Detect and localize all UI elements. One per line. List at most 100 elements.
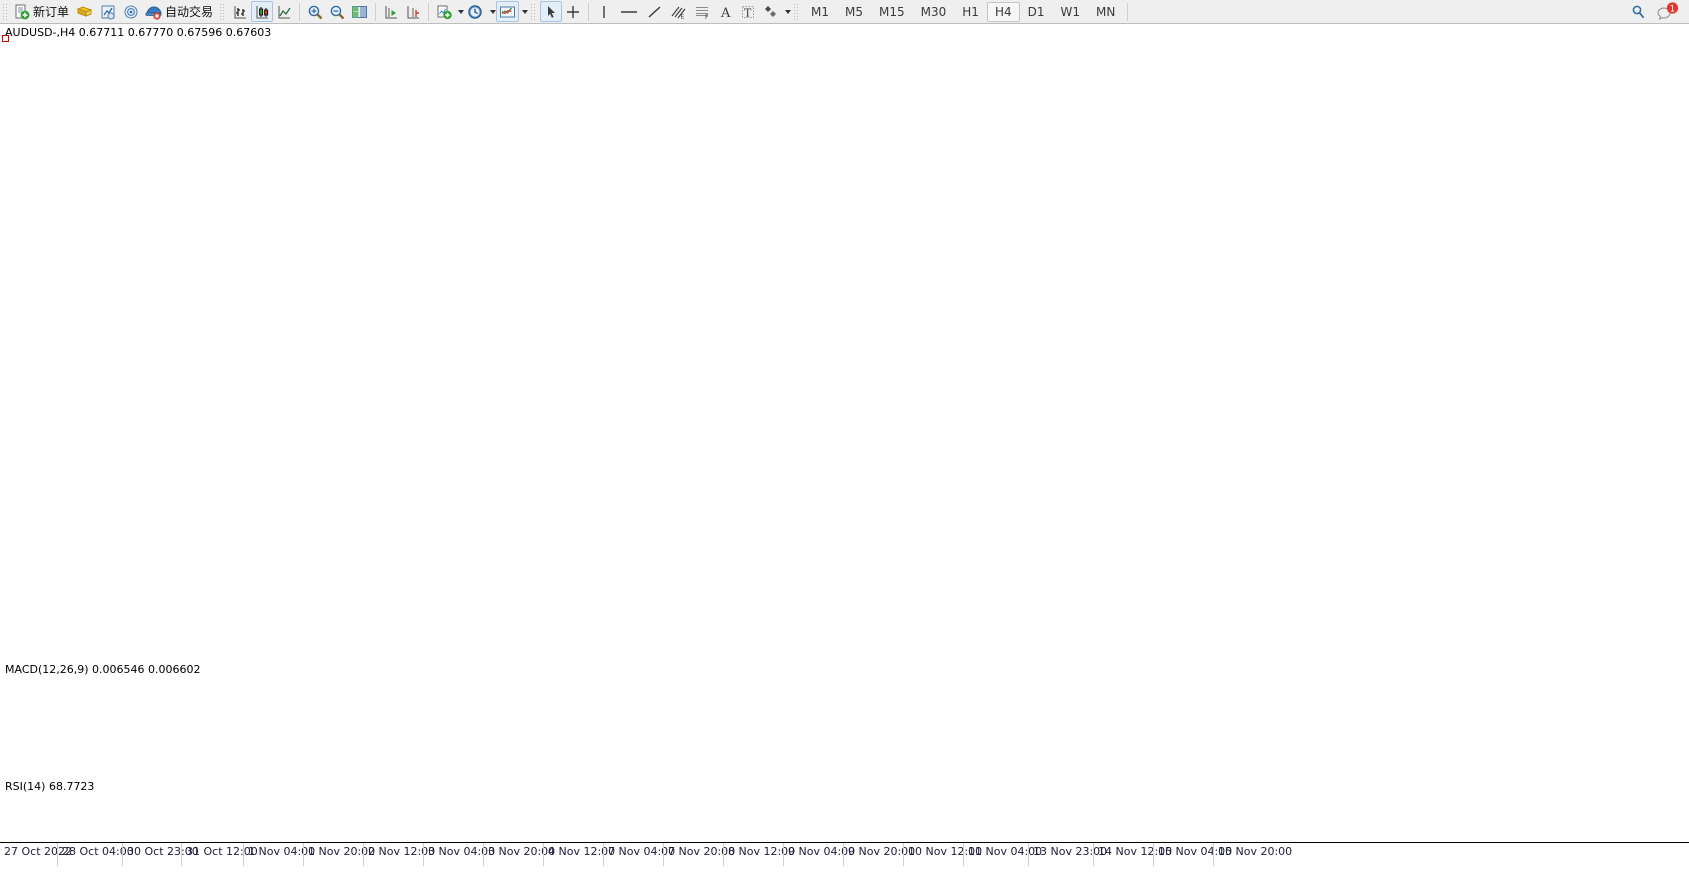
- line-chart-button[interactable]: [273, 1, 295, 22]
- timeframe-m1[interactable]: M1: [811, 4, 830, 19]
- time-separator: [1028, 843, 1029, 866]
- time-tick-label: 2 Nov 12:00: [368, 845, 436, 858]
- autotrading-button[interactable]: 自动交易: [143, 1, 217, 22]
- crosshair-button[interactable]: [562, 1, 584, 22]
- svg-text:T: T: [744, 6, 752, 19]
- autotrading-label: 自动交易: [165, 5, 214, 19]
- time-separator: [57, 843, 58, 866]
- zoom-in-icon: [308, 5, 323, 19]
- indicators-chevron-down-icon[interactable]: [458, 9, 465, 14]
- notification-icon: 1: [1657, 1, 1679, 20]
- shapes-button[interactable]: [759, 1, 782, 22]
- toolbar-separator-3: [428, 2, 430, 21]
- time-separator: [663, 843, 664, 866]
- autotrading-icon: [145, 5, 162, 20]
- period-chevron-down-icon[interactable]: [490, 9, 497, 14]
- notification-button[interactable]: 1: [1651, 1, 1683, 22]
- time-tick-label: 7 Nov 04:00: [608, 845, 676, 858]
- indicators-icon: [437, 5, 452, 19]
- crosshair-icon: [567, 5, 580, 18]
- profiles-icon: [76, 5, 93, 17]
- horizontal-line-icon: [621, 10, 638, 13]
- timeframe-m15[interactable]: M15: [879, 4, 905, 19]
- time-tick-label: 1 Nov 20:00: [308, 845, 376, 858]
- vertical-line-button[interactable]: [593, 1, 615, 22]
- zoom-out-button[interactable]: [326, 1, 348, 22]
- text-label-icon: T: [742, 5, 755, 19]
- timeframe-mn[interactable]: MN: [1096, 4, 1116, 19]
- cursor-button[interactable]: [540, 1, 563, 22]
- toolbar-grip-3[interactable]: [530, 2, 538, 21]
- time-separator: [543, 843, 544, 866]
- zoom-out-icon: [330, 5, 345, 19]
- time-separator: [303, 843, 304, 866]
- timeframe-h4[interactable]: H4: [986, 1, 1020, 22]
- market-watch-icon: [101, 5, 115, 19]
- chart-shift-button[interactable]: [402, 1, 424, 22]
- time-separator: [483, 843, 484, 866]
- time-separator: [903, 843, 904, 866]
- time-separator: [783, 843, 784, 866]
- time-tick-label: 31 Oct 12:00: [186, 845, 258, 858]
- horizontal-line-button[interactable]: [615, 1, 643, 22]
- equidistant-channel-button[interactable]: E: [667, 1, 691, 22]
- shapes-chevron-down-icon[interactable]: [785, 9, 792, 14]
- candlestick-chart-button[interactable]: [251, 1, 274, 22]
- text-icon: A: [720, 6, 731, 21]
- time-tick-label: 28 Oct 04:00: [62, 845, 134, 858]
- time-tick-label: 3 Nov 04:00: [428, 845, 496, 858]
- trendline-button[interactable]: [643, 1, 667, 22]
- zoom-in-button[interactable]: [304, 1, 326, 22]
- chart-shift-icon: [407, 5, 420, 18]
- timeframe-m30[interactable]: M30: [920, 4, 947, 19]
- shapes-icon: [765, 5, 777, 17]
- toolbar-separator-4: [588, 2, 590, 21]
- ohlc-anchor-handle[interactable]: [2, 35, 9, 42]
- time-separator: [1153, 843, 1154, 866]
- trendline-icon: [648, 5, 661, 18]
- time-separator: [243, 843, 244, 866]
- fibonacci-button[interactable]: F: [691, 1, 715, 22]
- text-label-button[interactable]: T: [737, 1, 759, 22]
- bar-chart-button[interactable]: [229, 1, 251, 22]
- toolbar-grip[interactable]: [2, 2, 9, 21]
- timeframe-m5[interactable]: M5: [845, 4, 864, 19]
- toolbar-separator-2: [375, 2, 377, 21]
- autoscroll-icon: [385, 5, 398, 18]
- timeframe-d1[interactable]: D1: [1027, 4, 1045, 19]
- time-tick-label: 8 Nov 12:00: [728, 845, 796, 858]
- time-separator: [603, 843, 604, 866]
- profiles-button[interactable]: [73, 1, 97, 22]
- chart-panes[interactable]: AUDUSD-,H4 0.67711 0.67770 0.67596 0.676…: [0, 24, 1689, 866]
- timeframe-w1[interactable]: W1: [1060, 4, 1081, 19]
- svg-text:E: E: [681, 13, 685, 20]
- toolbar-grip-4[interactable]: [793, 2, 801, 21]
- indicators-button[interactable]: [433, 1, 455, 22]
- cursor-icon: [548, 5, 556, 18]
- line-chart-icon: [278, 5, 291, 18]
- svg-text:F: F: [705, 14, 709, 21]
- terminal-button[interactable]: [348, 1, 371, 22]
- timeframe-h1[interactable]: H1: [962, 4, 979, 19]
- templates-button[interactable]: [496, 1, 520, 22]
- autoscroll-button[interactable]: [380, 1, 402, 22]
- time-tick-label: 11 Nov 04:00: [968, 845, 1043, 858]
- search-button[interactable]: [1627, 1, 1651, 22]
- toolbar-grip-2[interactable]: [219, 2, 227, 21]
- time-tick-label: 1 Nov 04:00: [248, 845, 316, 858]
- time-tick-label: 3 Nov 20:00: [488, 845, 556, 858]
- period-button[interactable]: [464, 1, 487, 22]
- market-watch-button[interactable]: [97, 1, 120, 22]
- search-icon: [1632, 5, 1645, 18]
- equidistant-channel-icon: E: [671, 6, 686, 20]
- templates-chevron-down-icon[interactable]: [522, 9, 529, 14]
- toolbar-separator-1: [299, 2, 301, 21]
- text-button[interactable]: A: [715, 1, 737, 22]
- svg-text:A: A: [720, 6, 731, 21]
- bar-chart-icon: [234, 5, 247, 18]
- time-axis[interactable]: 27 Oct 2022 28 Oct 04:00 30 Oct 23:00 31 Oc…: [0, 842, 1689, 866]
- data-window-button[interactable]: [120, 1, 143, 22]
- time-tick-label: 13 Nov 23:00: [1033, 845, 1108, 858]
- chart-symbol-label: AUDUSD-,H4 0.67711 0.67770 0.67596 0.676…: [5, 26, 275, 39]
- new-order-button[interactable]: 新订单: [12, 1, 73, 22]
